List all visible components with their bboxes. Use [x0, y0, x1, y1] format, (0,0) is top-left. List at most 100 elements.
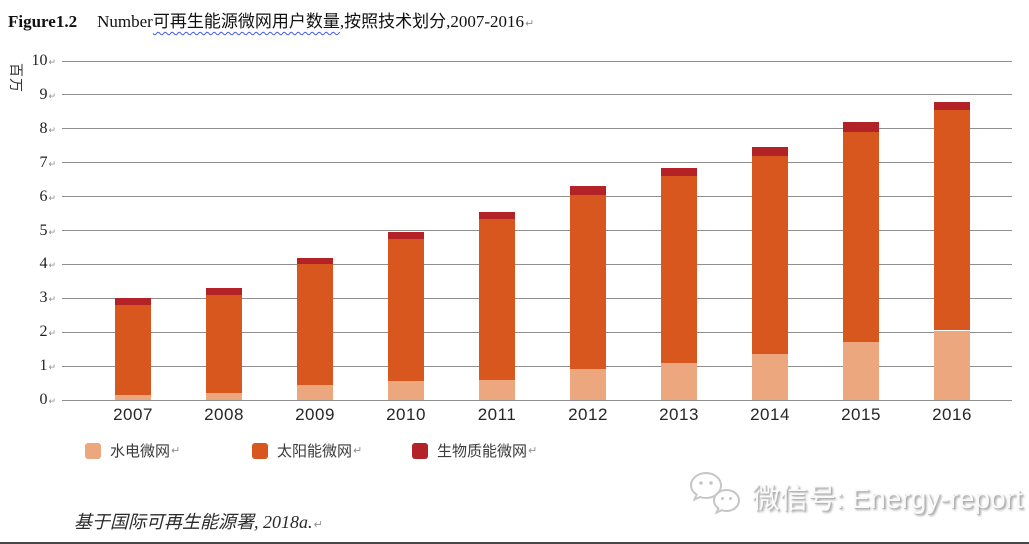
bar-segment-hydro-2016 — [934, 330, 970, 400]
gridline-8 — [62, 128, 1012, 130]
source-note: 基于国际可再生能源署, 2018a.↵ — [74, 508, 323, 534]
paragraph-mark: ↵ — [171, 444, 181, 457]
y-axis-tick-label: 6↵ — [14, 188, 56, 208]
x-axis-label-2009: 2009 — [295, 405, 335, 424]
bar-segment-biomass-2007 — [115, 298, 151, 306]
figure-title-suffix: ,按照技术划分,2007-2016 — [339, 12, 524, 31]
watermark-text: 微信号: Energy-report — [752, 482, 1023, 514]
gridline-5 — [62, 230, 1012, 231]
wechat-icon — [688, 470, 742, 523]
figure-header: Figure1.2 Number可再生能源微网用户数量,按照技术划分,2007-2… — [8, 7, 534, 32]
bar-segment-biomass-2011 — [479, 211, 515, 219]
x-axis-label-2007: 2007 — [113, 405, 153, 424]
wechat-watermark: 微信号: Energy-report — [688, 470, 1023, 523]
bar-segment-hydro-2014 — [752, 354, 788, 400]
legend-item-hydro: 水电微网 ↵ — [85, 440, 180, 461]
bar-segment-biomass-2008 — [206, 288, 242, 295]
paragraph-mark: ↵ — [48, 295, 56, 306]
legend-label: 太阳能微网 — [277, 443, 353, 460]
x-axis-label-2013: 2013 — [659, 405, 699, 424]
bar-segment-solar-2007 — [115, 305, 151, 395]
paragraph-mark: ↵ — [48, 159, 56, 170]
bar-segment-solar-2008 — [206, 294, 242, 394]
paragraph-mark: ↵ — [48, 58, 56, 68]
x-axis-label-2014: 2014 — [750, 405, 790, 424]
y-tick-value: 2 — [39, 323, 48, 341]
bar-segment-hydro-2013 — [661, 362, 697, 400]
bar-segment-solar-2009 — [297, 264, 333, 385]
gridline-10 — [62, 60, 1012, 62]
paragraph-mark: ↵ — [48, 193, 56, 204]
gridline-3 — [62, 297, 1012, 299]
legend-swatch-solar — [252, 442, 268, 459]
bar-segment-hydro-2010 — [388, 381, 424, 400]
bottom-divider — [0, 542, 1029, 544]
x-axis-label-2012: 2012 — [568, 405, 608, 424]
gridline-9 — [62, 94, 1012, 96]
y-tick-value: 5 — [39, 221, 48, 239]
legend-label: 生物质能微网 — [437, 443, 528, 460]
bar-segment-solar-2015 — [843, 132, 879, 343]
y-axis-tick-label: 7↵ — [14, 154, 56, 174]
figure-title-prefix: Number — [97, 12, 153, 31]
gridline-4 — [62, 263, 1012, 265]
paragraph-mark: ↵ — [48, 329, 56, 340]
bar-segment-hydro-2008 — [206, 393, 242, 400]
gridline-6 — [62, 196, 1012, 198]
y-tick-value: 0 — [39, 391, 48, 408]
legend-label: 水电微网 — [110, 443, 171, 460]
y-tick-value: 6 — [39, 187, 48, 205]
bar-segment-biomass-2016 — [934, 101, 970, 111]
x-axis-label-2010: 2010 — [386, 405, 426, 424]
paragraph-mark: ↵ — [525, 17, 535, 30]
gridline-2 — [62, 331, 1012, 333]
legend-item-biomass: 生物质能微网 ↵ — [412, 440, 537, 461]
gridline-1 — [62, 365, 1012, 367]
gridline-0 — [62, 399, 1012, 401]
source-text: 基于国际可再生能源署, 2018a. — [74, 512, 313, 532]
bar-segment-hydro-2011 — [479, 379, 515, 400]
bar-segment-solar-2012 — [570, 194, 606, 370]
bar-segment-hydro-2012 — [570, 369, 606, 400]
paragraph-mark: ↵ — [353, 444, 363, 457]
y-axis-tick-label: 1↵ — [14, 357, 56, 377]
bar-segment-biomass-2010 — [388, 232, 424, 239]
y-axis-tick-label: 9↵ — [14, 86, 56, 106]
bar-segment-hydro-2015 — [843, 342, 879, 400]
y-axis-tick-label: 3↵ — [14, 289, 56, 309]
legend-swatch-biomass — [412, 442, 428, 459]
bar-segment-solar-2014 — [752, 155, 788, 355]
y-axis-tick-label: 0↵ — [14, 391, 56, 411]
y-tick-value: 1 — [39, 357, 48, 375]
y-axis-tick-label: 10↵ — [14, 52, 56, 72]
bar-segment-hydro-2009 — [297, 384, 333, 400]
bar-segment-biomass-2014 — [752, 147, 788, 156]
paragraph-mark: ↵ — [48, 227, 56, 238]
paragraph-mark: ↵ — [313, 518, 323, 531]
paragraph-mark: ↵ — [48, 363, 56, 374]
paragraph-mark: ↵ — [48, 125, 56, 136]
bar-segment-solar-2013 — [661, 176, 697, 363]
y-axis-tick-label: 5↵ — [14, 222, 56, 242]
gridline-7 — [62, 162, 1012, 164]
paragraph-mark: ↵ — [528, 444, 538, 457]
y-tick-value: 7 — [39, 153, 48, 171]
figure-label: Figure1.2 — [8, 12, 78, 31]
y-axis-tick-label: 8↵ — [14, 120, 56, 140]
bar-segment-biomass-2012 — [570, 186, 606, 195]
y-tick-value: 10 — [31, 52, 48, 69]
bar-segment-solar-2010 — [388, 238, 424, 382]
bar-segment-biomass-2013 — [661, 167, 697, 177]
y-axis-tick-label: 2↵ — [14, 323, 56, 343]
paragraph-mark: ↵ — [48, 261, 56, 272]
y-tick-value: 3 — [39, 289, 48, 307]
y-axis-tick-label: 4↵ — [14, 255, 56, 275]
x-axis-label-2015: 2015 — [841, 405, 881, 424]
bar-segment-biomass-2015 — [843, 122, 879, 133]
paragraph-mark: ↵ — [48, 91, 56, 102]
legend-swatch-hydro — [85, 442, 101, 459]
bar-segment-solar-2011 — [479, 218, 515, 380]
y-tick-value: 4 — [39, 255, 48, 273]
bar-segment-biomass-2009 — [297, 257, 333, 265]
